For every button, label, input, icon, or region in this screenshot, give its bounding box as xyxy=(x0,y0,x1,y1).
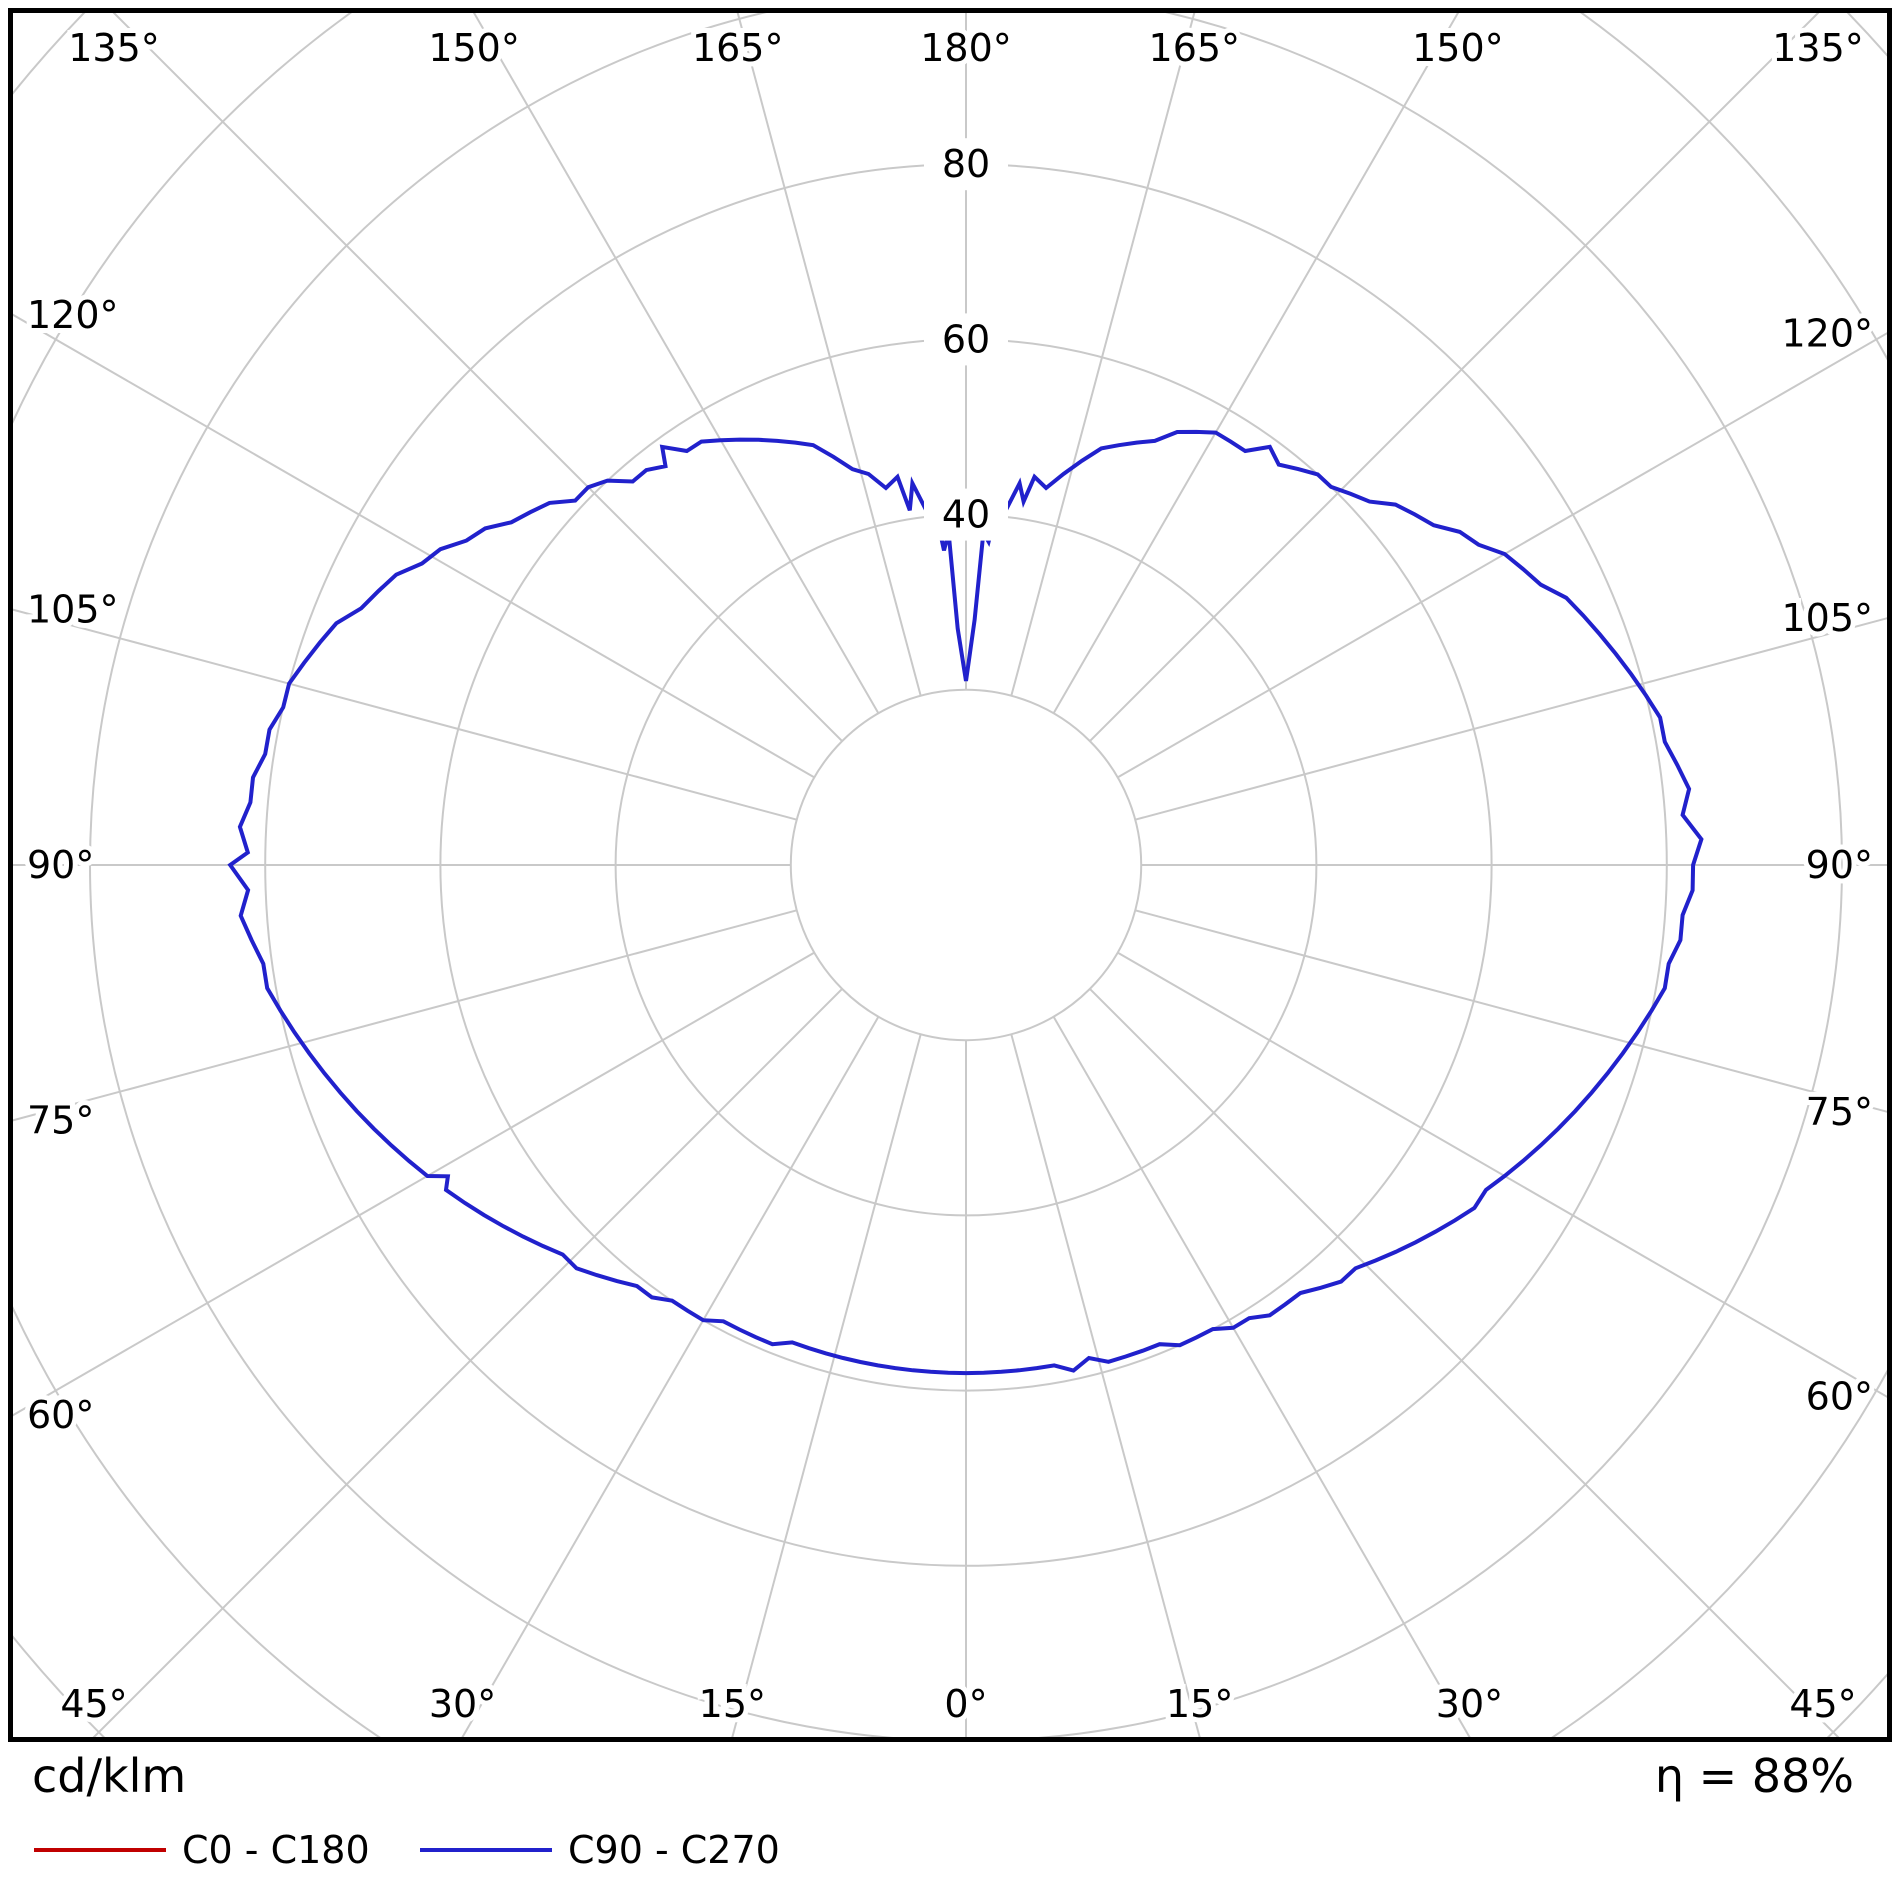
angle-label: 90° xyxy=(1806,843,1873,887)
legend-item-c90-c270: C90 - C270 xyxy=(420,1822,780,1878)
angle-label: 120° xyxy=(1781,311,1873,355)
grid-spoke xyxy=(1134,617,1887,821)
polar-chart: 40 60 80 0° 15° 15° 30° 30° 45° 45° 60° 60° 75° 75° 90… xyxy=(13,13,1887,1737)
angle-label: 165° xyxy=(692,26,784,70)
angle-label: 60° xyxy=(27,1393,94,1437)
grid-spoke xyxy=(13,909,798,1122)
legend-line-c90-c270 xyxy=(420,1848,552,1852)
grid-spoke xyxy=(1089,988,1840,1737)
angle-label: 30° xyxy=(429,1682,496,1726)
grid-spoke xyxy=(1010,1033,1201,1737)
grid-ring xyxy=(789,688,1143,1042)
legend-item-c0-c180: C0 - C180 xyxy=(34,1822,370,1878)
radial-tick-label: 80 xyxy=(942,142,990,186)
grid-spoke xyxy=(1089,13,1820,742)
angle-label: 60° xyxy=(1806,1375,1873,1419)
angle-label: 150° xyxy=(428,26,520,70)
radial-tick-label: 40 xyxy=(942,493,990,537)
radial-label-bg xyxy=(924,488,1008,541)
units-label: cd/klm xyxy=(32,1749,187,1803)
angle-label: 165° xyxy=(1149,26,1241,70)
polar-plot-frame: 40 60 80 0° 15° 15° 30° 30° 45° 45° 60° 60° 75° 75° 90… xyxy=(8,8,1892,1742)
grid-spoke xyxy=(736,13,922,697)
angle-label: 180° xyxy=(920,26,1012,70)
radial-label-bg xyxy=(924,138,1008,191)
angle-label: 105° xyxy=(1781,596,1873,640)
grid-ring xyxy=(13,13,1887,1737)
angle-label: 105° xyxy=(27,588,119,632)
grid-spoke xyxy=(1117,332,1887,779)
grid-spoke xyxy=(112,13,843,742)
footer: cd/klm η = 88% xyxy=(0,1748,1900,1804)
angle-label: 30° xyxy=(1436,1682,1503,1726)
grid-spoke xyxy=(1052,1016,1471,1737)
angle-label: 45° xyxy=(1789,1682,1856,1726)
grid-ring xyxy=(13,13,1887,1737)
angle-label: 0° xyxy=(944,1682,987,1726)
radial-tick-label: 60 xyxy=(942,317,990,361)
grid-spoke xyxy=(1117,951,1887,1398)
grid-spoke xyxy=(461,1016,880,1737)
efficiency-label: η = 88% xyxy=(1654,1749,1854,1803)
grid-spoke xyxy=(1134,909,1887,1113)
angle-label: 45° xyxy=(60,1682,127,1726)
angle-label: 15° xyxy=(699,1682,766,1726)
curve-c90-c270 xyxy=(227,429,1704,1376)
angle-label: 90° xyxy=(27,843,94,887)
angle-label: 135° xyxy=(1772,26,1864,70)
legend-line-c0-c180 xyxy=(34,1848,166,1852)
angle-label: 120° xyxy=(27,293,119,337)
grid-spoke xyxy=(92,988,843,1737)
legend-label-c90-c270: C90 - C270 xyxy=(568,1828,780,1872)
grid-spoke xyxy=(1010,13,1196,697)
angle-label: 75° xyxy=(1806,1090,1873,1134)
grid-spoke xyxy=(13,608,798,821)
grid-spoke xyxy=(13,313,815,779)
grid-spoke xyxy=(13,951,815,1417)
legend: C0 - C180 C90 - C270 xyxy=(0,1822,1900,1882)
radial-label-bg xyxy=(924,313,1008,366)
grid-spoke xyxy=(1052,13,1460,714)
angle-label: 150° xyxy=(1412,26,1504,70)
angle-label: 135° xyxy=(68,26,160,70)
grid-spoke xyxy=(731,1033,922,1737)
angle-label: 15° xyxy=(1166,1682,1233,1726)
grid-spoke xyxy=(472,13,880,714)
legend-label-c0-c180: C0 - C180 xyxy=(182,1828,370,1872)
angle-label: 75° xyxy=(27,1098,94,1142)
